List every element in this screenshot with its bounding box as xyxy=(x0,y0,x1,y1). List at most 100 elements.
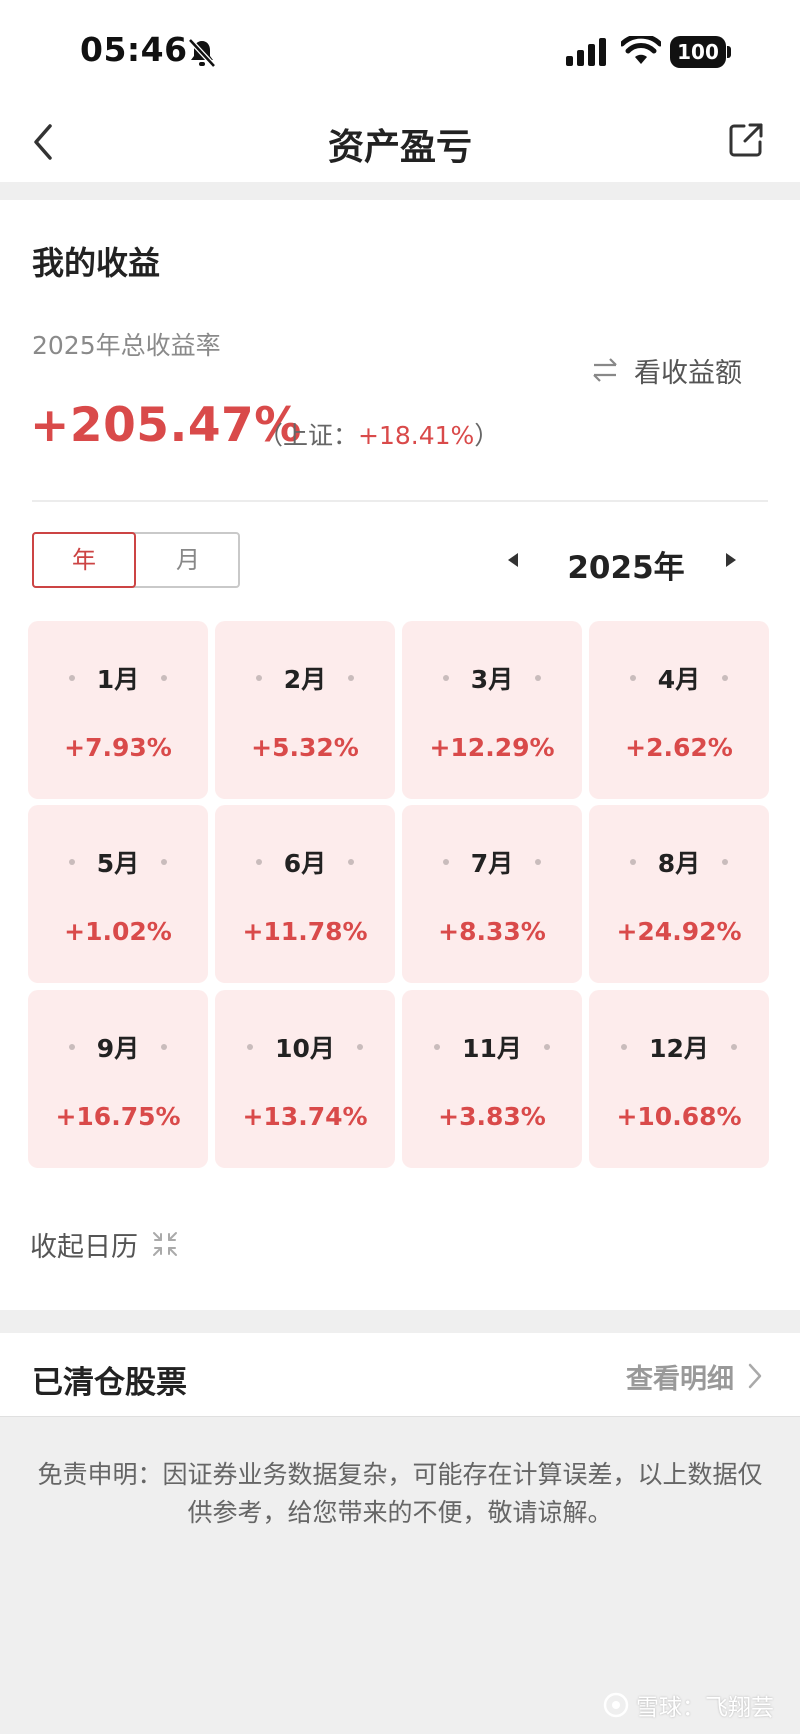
share-external-icon[interactable] xyxy=(728,122,764,158)
dot-decoration xyxy=(730,1044,737,1050)
dot-decoration xyxy=(356,1044,363,1050)
dot-decoration xyxy=(621,1044,628,1050)
month-cell[interactable]: 8月 +24.92% xyxy=(589,805,769,983)
dot-decoration xyxy=(629,859,636,865)
status-bar xyxy=(0,0,800,100)
month-cell[interactable]: 2月 +5.32% xyxy=(215,621,395,799)
tab-month[interactable]: 月 xyxy=(176,546,200,574)
month-cell[interactable]: 12月 +10.68% xyxy=(589,990,769,1168)
dot-decoration xyxy=(442,859,449,865)
disclaimer-text: 免责申明：因证券业务数据复杂，可能存在计算误差，以上数据仅供参考，给您带来的不便… xyxy=(37,1460,763,1527)
watermark-text: 雪球：飞翔芸 xyxy=(636,1695,774,1721)
month-cell[interactable]: 10月 +13.74% xyxy=(215,990,395,1168)
month-name: 6月 xyxy=(283,849,327,878)
month-cell[interactable]: 5月 +1.02% xyxy=(28,805,208,983)
chevron-left-icon[interactable] xyxy=(28,120,62,164)
month-name: 3月 xyxy=(470,665,514,694)
cellular-signal-icon xyxy=(566,38,606,66)
month-return: +13.74% xyxy=(242,1102,368,1131)
month-header: 6月 xyxy=(215,847,395,878)
section-title-my-earnings: 我的收益 xyxy=(32,244,161,282)
triangle-right-icon[interactable] xyxy=(723,550,739,570)
month-return: +16.75% xyxy=(55,1102,181,1131)
swap-arrows-icon xyxy=(593,358,617,382)
dot-decoration xyxy=(247,1044,254,1050)
current-year-label: 2025年 xyxy=(567,550,685,586)
month-cell[interactable]: 3月 +12.29% xyxy=(402,621,582,799)
month-name: 12月 xyxy=(649,1034,709,1063)
dot-decoration xyxy=(722,675,729,681)
total-return-rate: +205.47% xyxy=(30,398,302,453)
month-header: 12月 xyxy=(589,1032,769,1063)
view-detail-link[interactable]: 查看明细 xyxy=(626,1356,764,1396)
month-header: 2月 xyxy=(215,663,395,694)
month-return: +1.02% xyxy=(64,917,172,946)
month-return: +10.68% xyxy=(616,1102,742,1131)
collapse-calendar-label: 收起日历 xyxy=(30,1231,138,1263)
collapse-calendar-button[interactable]: 收起日历 xyxy=(30,1226,178,1263)
month-return: +12.29% xyxy=(429,733,555,762)
month-cell[interactable]: 7月 +8.33% xyxy=(402,805,582,983)
benchmark-prefix: （上证： xyxy=(258,421,359,450)
benchmark-suffix: ） xyxy=(474,421,500,450)
month-name: 7月 xyxy=(470,849,514,878)
dot-decoration xyxy=(543,1044,550,1050)
page-title: 资产盈亏 xyxy=(327,127,472,168)
cleared-stocks-row[interactable] xyxy=(0,1333,800,1417)
dot-decoration xyxy=(629,675,636,681)
bell-slash-icon xyxy=(188,38,216,68)
dot-decoration xyxy=(348,675,355,681)
month-name: 1月 xyxy=(96,665,140,694)
month-cell[interactable]: 11月 +3.83% xyxy=(402,990,582,1168)
month-return: +11.78% xyxy=(242,917,368,946)
month-header: 5月 xyxy=(28,847,208,878)
month-header: 1月 xyxy=(28,663,208,694)
dot-decoration xyxy=(161,675,168,681)
month-name: 4月 xyxy=(657,665,701,694)
status-time: 05:46 xyxy=(80,30,188,69)
battery-level: 100 xyxy=(670,36,726,68)
month-cell[interactable]: 9月 +16.75% xyxy=(28,990,208,1168)
nav-bar xyxy=(0,100,800,182)
battery-icon: 100 xyxy=(670,36,732,68)
dot-decoration xyxy=(68,1044,75,1050)
collapse-arrows-icon xyxy=(153,1232,177,1256)
dot-decoration xyxy=(535,859,542,865)
toggle-earnings-amount-button[interactable]: 看收益额 xyxy=(590,352,742,389)
triangle-left-icon[interactable] xyxy=(505,550,521,570)
month-return: +24.92% xyxy=(616,917,742,946)
benchmark-value: +18.41% xyxy=(358,421,475,450)
dot-decoration xyxy=(535,675,542,681)
benchmark-comparison: （上证：+18.41%） xyxy=(258,416,499,452)
dot-decoration xyxy=(68,859,75,865)
month-return: +7.93% xyxy=(64,733,172,762)
divider xyxy=(32,500,768,502)
month-cell[interactable]: 4月 +2.62% xyxy=(589,621,769,799)
dot-decoration xyxy=(434,1044,441,1050)
divider xyxy=(0,1416,800,1417)
view-detail-label: 查看明细 xyxy=(626,1363,734,1395)
month-return: +5.32% xyxy=(251,733,359,762)
month-name: 8月 xyxy=(657,849,701,878)
month-header: 4月 xyxy=(589,663,769,694)
wifi-icon xyxy=(621,36,661,64)
month-cell[interactable]: 6月 +11.78% xyxy=(215,805,395,983)
month-name: 10月 xyxy=(275,1034,335,1063)
month-header: 9月 xyxy=(28,1032,208,1063)
tab-year[interactable]: 年 xyxy=(32,532,136,588)
snowball-logo-icon xyxy=(603,1692,629,1718)
month-header: 7月 xyxy=(402,847,582,878)
month-cell[interactable]: 1月 +7.93% xyxy=(28,621,208,799)
month-name: 5月 xyxy=(96,849,140,878)
dot-decoration xyxy=(161,859,168,865)
month-header: 3月 xyxy=(402,663,582,694)
dot-decoration xyxy=(348,859,355,865)
month-name: 2月 xyxy=(283,665,327,694)
month-return: +2.62% xyxy=(625,733,733,762)
toggle-earnings-amount-label: 看收益额 xyxy=(634,357,742,389)
total-rate-label: 2025年总收益率 xyxy=(32,331,221,360)
month-name: 9月 xyxy=(96,1034,140,1063)
month-header: 8月 xyxy=(589,847,769,878)
month-name: 11月 xyxy=(462,1034,522,1063)
dot-decoration xyxy=(161,1044,168,1050)
